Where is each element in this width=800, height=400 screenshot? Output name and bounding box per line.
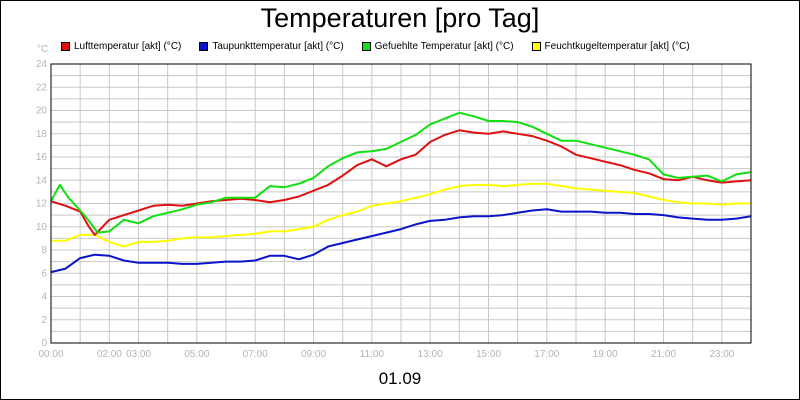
x-tick-label: 09:00 <box>301 349 326 360</box>
y-tick-label: 8 <box>41 245 47 256</box>
legend-item: Feuchtkugeltemperatur [akt] (°C) <box>531 39 690 53</box>
legend-swatch <box>199 41 209 51</box>
x-tick-label: 03:00 <box>126 349 151 360</box>
series-line <box>50 208 752 274</box>
y-tick-label: 6 <box>41 268 47 279</box>
x-tick-label: 05:00 <box>184 349 209 360</box>
plot-border <box>50 63 752 344</box>
y-tick-label: 14 <box>36 175 48 186</box>
x-tick-label: 15:00 <box>476 349 501 360</box>
legend-item: Taupunkttemperatur [akt] (°C) <box>199 39 344 53</box>
y-tick-label: 10 <box>36 222 48 233</box>
series-line <box>50 129 752 236</box>
series-line <box>51 182 751 248</box>
y-tick-label: 4 <box>41 292 47 303</box>
x-tick-label: 02:00 <box>97 349 122 360</box>
y-tick-label: 20 <box>36 106 48 117</box>
x-tick-label: 17:00 <box>534 349 559 360</box>
y-tick-label: 16 <box>36 152 48 163</box>
y-tick-label: 24 <box>36 59 48 70</box>
y-tick-label: 2 <box>41 315 47 326</box>
x-tick-label: 13:00 <box>418 349 443 360</box>
chart-title: Temperaturen [pro Tag] <box>260 3 540 33</box>
legend-item: Lufttemperatur [akt] (°C) <box>61 39 181 53</box>
x-axis-label: 01.09 <box>378 369 422 388</box>
legend-item: Gefuehlte Temperatur [akt] (°C) <box>361 39 514 53</box>
y-tick-label: 12 <box>36 199 48 210</box>
legend-label: Lufttemperatur [akt] (°C) <box>74 40 182 52</box>
legend-swatch <box>61 41 70 51</box>
x-tick-label: 19:00 <box>593 349 618 360</box>
x-tick-label: 07:00 <box>243 349 268 360</box>
legend-label: Gefuehlte Temperatur [akt] (°C) <box>374 40 514 52</box>
chart-legend: Lufttemperatur [akt] (°C) Taupunkttemper… <box>61 39 690 53</box>
x-tick-label: 11:00 <box>360 349 385 360</box>
y-tick-label: 0 <box>41 338 47 349</box>
legend-label: Taupunkttemperatur [akt] (°C) <box>212 40 344 52</box>
y-tick-label: 18 <box>36 129 48 140</box>
legend-label: Feuchtkugeltemperatur [akt] (°C) <box>544 40 690 52</box>
x-tick-label: 23:00 <box>709 349 734 360</box>
series-line <box>50 111 752 234</box>
legend-swatch <box>361 41 371 51</box>
x-tick-label: 00:00 <box>38 349 63 360</box>
x-tick-label: 21:00 <box>651 349 676 360</box>
y-tick-label: 22 <box>36 82 48 93</box>
legend-swatch <box>531 41 541 51</box>
y-axis-unit-label: °C <box>37 44 48 55</box>
